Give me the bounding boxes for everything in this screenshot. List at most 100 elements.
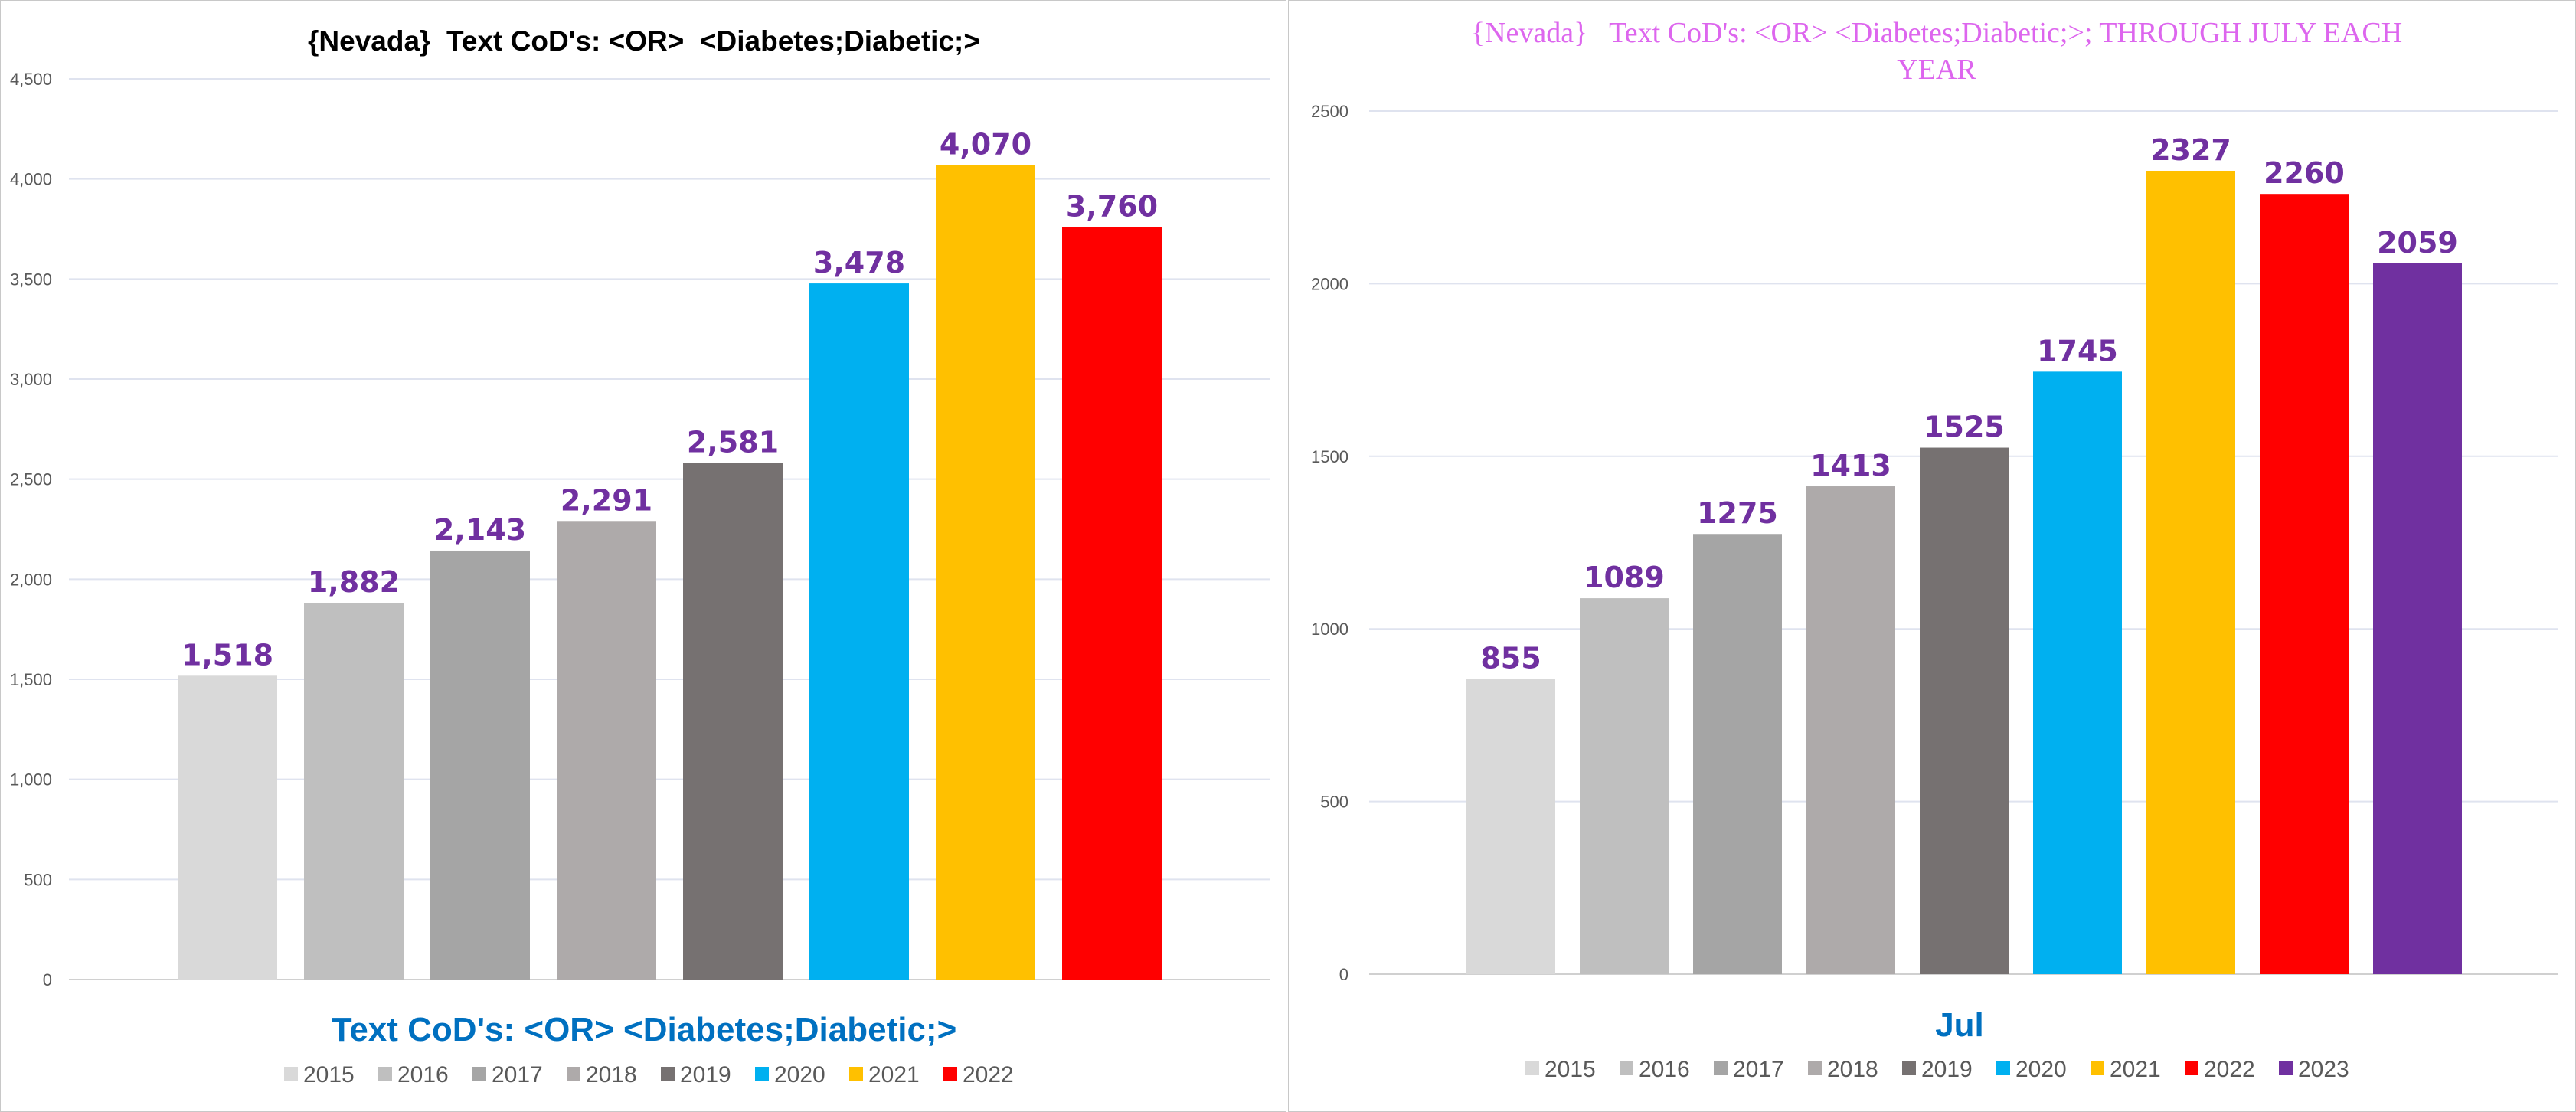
bar-2018 (1806, 486, 1895, 974)
data-label: 2327 (2150, 133, 2231, 167)
chart-title-line-1: {Nevada} Text CoD's: <OR> <Diabetes;Diab… (1471, 17, 2402, 49)
bar-2015 (178, 675, 277, 980)
bar-2017 (430, 550, 530, 980)
y-tick-label: 1000 (1311, 620, 1348, 639)
legend-label: 2020 (2015, 1057, 2067, 1082)
chart-panel-july: {Nevada} Text CoD's: <OR> <Diabetes;Diab… (1288, 0, 2576, 1112)
legend: 2015 2016 2017 2018 2019 2020 2021 2022 2023 (1525, 1057, 2349, 1082)
legend-label: 2019 (1921, 1057, 1973, 1082)
legend-swatch (2279, 1061, 2293, 1075)
legend-swatch (1525, 1061, 1539, 1075)
y-tick-label: 0 (43, 970, 52, 989)
legend-item-2015: 2015 (284, 1062, 355, 1087)
legend-label: 2017 (492, 1062, 543, 1087)
data-label: 1089 (1584, 561, 1665, 594)
bar-chart-july: {Nevada} Text CoD's: <OR> <Diabetes;Diab… (1311, 17, 2558, 1082)
legend-swatch (1714, 1061, 1728, 1075)
bar-2022 (2260, 194, 2349, 974)
legend-label: 2017 (1733, 1057, 1784, 1082)
bar-2019 (683, 463, 783, 980)
legend-swatch (755, 1067, 769, 1081)
legend-item-2019: 2019 (661, 1062, 731, 1087)
legend-label: 2015 (303, 1062, 355, 1087)
y-tick-label: 4,000 (10, 170, 52, 189)
legend-swatch (472, 1067, 486, 1081)
legend-item-2023: 2023 (2279, 1057, 2349, 1082)
legend-item-2017: 2017 (472, 1062, 543, 1087)
legend-label: 2020 (774, 1062, 825, 1087)
bar-2020 (809, 283, 909, 980)
legend-item-2022: 2022 (2185, 1057, 2255, 1082)
legend-item-2022: 2022 (943, 1062, 1014, 1087)
legend-swatch (378, 1067, 392, 1081)
data-label: 3,478 (813, 246, 905, 280)
data-label: 2260 (2264, 156, 2345, 190)
y-tick-label: 500 (1320, 793, 1348, 812)
chart-title: {Nevada} Text CoD's: <OR> <Diabetes;Diab… (308, 25, 980, 57)
y-tick-label: 2500 (1311, 102, 1348, 121)
legend-swatch (1808, 1061, 1822, 1075)
legend-swatch (661, 1067, 675, 1081)
plot-area: 0 500 1,000 1,500 2,000 2,500 3,000 3,500 4,000 4… (10, 70, 1270, 989)
legend-swatch (1996, 1061, 2010, 1075)
data-label: 2,143 (434, 513, 526, 547)
legend-item-2021: 2021 (2091, 1057, 2161, 1082)
legend-label: 2023 (2298, 1057, 2349, 1082)
chart-title-line-2: YEAR (1897, 54, 1976, 86)
legend-item-2020: 2020 (1996, 1057, 2067, 1082)
data-label: 2,581 (687, 425, 779, 459)
bar-2018 (557, 521, 656, 980)
legend-item-2019: 2019 (1902, 1057, 1973, 1082)
data-label: 1,882 (308, 565, 400, 599)
legend-label: 2019 (680, 1062, 731, 1087)
legend-label: 2018 (1827, 1057, 1878, 1082)
legend-swatch (284, 1067, 298, 1081)
data-label: 2059 (2377, 226, 2458, 260)
y-tick-label: 2,000 (10, 570, 52, 589)
legend-swatch (849, 1067, 863, 1081)
legend-item-2015: 2015 (1525, 1057, 1596, 1082)
y-tick-label: 3,000 (10, 370, 52, 389)
y-tick-label: 3,500 (10, 270, 52, 289)
bar-2017 (1693, 534, 1782, 974)
bar-2016 (304, 603, 404, 980)
legend-item-2021: 2021 (849, 1062, 920, 1087)
legend-item-2020: 2020 (755, 1062, 825, 1087)
legend-swatch (2091, 1061, 2104, 1075)
y-tick-label: 2000 (1311, 274, 1348, 293)
data-label: 1745 (2037, 334, 2118, 368)
legend-swatch (567, 1067, 580, 1081)
legend-label: 2022 (2204, 1057, 2255, 1082)
legend-swatch (2185, 1061, 2198, 1075)
legend-swatch (1902, 1061, 1916, 1075)
data-label: 1413 (1810, 449, 1891, 482)
legend-item-2017: 2017 (1714, 1057, 1784, 1082)
bar-2023 (2373, 263, 2462, 974)
x-axis-title: Text CoD's: <OR> <Diabetes;Diabetic;> (332, 1011, 957, 1048)
y-tick-label: 1,000 (10, 770, 52, 790)
bar-2021 (2146, 170, 2235, 974)
legend: 2015 2016 2017 2018 2019 2020 2021 2022 (284, 1062, 1014, 1087)
bar-chart-total: {Nevada} Text CoD's: <OR> <Diabetes;Diab… (10, 25, 1270, 1087)
y-tick-label: 1500 (1311, 447, 1348, 466)
chart-panel-total: {Nevada} Text CoD's: <OR> <Diabetes;Diab… (0, 0, 1286, 1112)
legend-item-2018: 2018 (1808, 1057, 1878, 1082)
bar-2021 (936, 165, 1035, 980)
x-axis-title: Jul (1935, 1006, 1984, 1044)
data-label: 1,518 (181, 638, 273, 672)
legend-label: 2016 (1639, 1057, 1690, 1082)
legend-label: 2018 (586, 1062, 637, 1087)
bar-2019 (1920, 447, 2009, 974)
legend-label: 2015 (1545, 1057, 1596, 1082)
data-label: 1525 (1924, 410, 2005, 444)
legend-item-2018: 2018 (567, 1062, 637, 1087)
y-tick-label: 4,500 (10, 70, 52, 89)
data-label: 4,070 (940, 127, 1031, 161)
bar-2022 (1062, 227, 1162, 980)
bar-2015 (1466, 679, 1555, 974)
legend-swatch (1620, 1061, 1633, 1075)
data-label: 2,291 (561, 483, 652, 517)
legend-item-2016: 2016 (378, 1062, 449, 1087)
legend-label: 2021 (2110, 1057, 2161, 1082)
legend-swatch (943, 1067, 957, 1081)
